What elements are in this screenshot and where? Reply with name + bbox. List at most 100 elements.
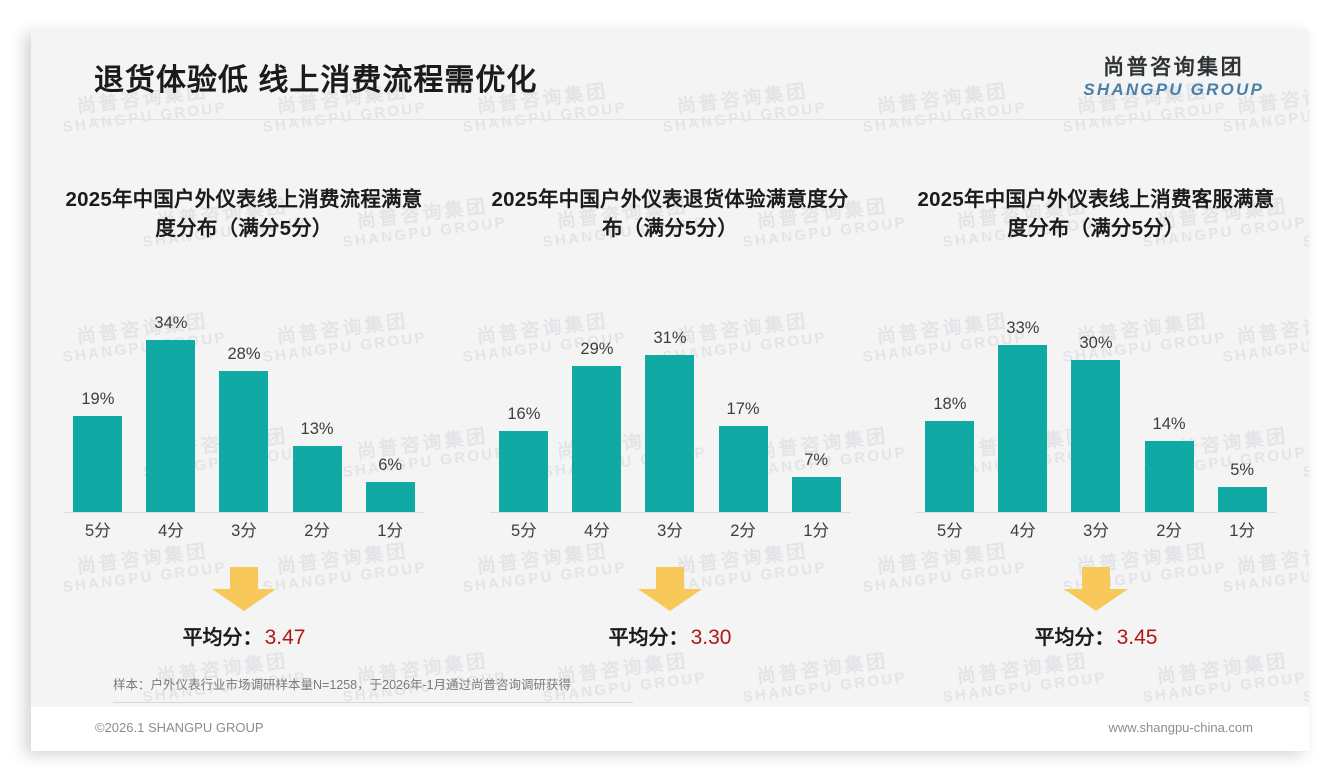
bar-value-label: 31% — [653, 329, 687, 348]
x-axis-line — [489, 512, 851, 514]
bar-slot: 28% — [210, 280, 279, 513]
bar[interactable] — [292, 446, 342, 513]
average-score-text: 平均分：3.30 — [609, 621, 732, 650]
bar[interactable] — [1217, 487, 1267, 513]
bar-value-label: 17% — [726, 400, 760, 419]
bar-chart-plot: 18% 33% 30% 14% 5% 5分 4分 3分 2分 1分 — [891, 281, 1301, 543]
bar-slot: 14% — [1135, 280, 1204, 513]
bar[interactable] — [1071, 360, 1121, 513]
bar[interactable] — [718, 426, 768, 513]
x-axis-tick-label: 1分 — [377, 522, 403, 541]
bar-group: 19% 34% 28% 13% 6% — [64, 280, 425, 513]
average-score-label: 平均分： — [608, 627, 689, 650]
slide-card: 尚普咨询集团 SHANGPU GROUP 尚普咨询集团 SHANGPU GROUP 尚普… — [31, 29, 1309, 751]
bar[interactable] — [219, 371, 269, 513]
bar-value-label: 6% — [378, 456, 403, 475]
bar-slot: 16% — [490, 280, 559, 513]
bar-slot: 34% — [137, 280, 206, 513]
chart-title: 2025年中国户外仪表退货体验满意度分布（满分5分） — [491, 188, 849, 241]
x-axis-tick-label: 5分 — [937, 522, 963, 541]
slide-footer: ©2026.1 SHANGPU GROUP www.shangpu-china.… — [31, 707, 1309, 751]
bar-value-label: 30% — [1079, 334, 1113, 353]
average-score-value: 3.45 — [1116, 626, 1158, 650]
down-arrow-icon — [210, 567, 278, 612]
bar[interactable] — [146, 340, 196, 513]
average-score-label: 平均分： — [182, 627, 263, 650]
average-score-label: 平均分： — [1034, 627, 1115, 650]
bar-value-label: 13% — [300, 420, 334, 439]
x-axis-line — [915, 512, 1277, 514]
x-axis-tick-label: 4分 — [158, 522, 184, 541]
bar-slot: 18% — [916, 280, 985, 513]
x-axis-tick-label: 3分 — [1083, 522, 1109, 541]
x-axis-tick-label: 2分 — [730, 522, 756, 541]
bar-slot: 33% — [989, 280, 1058, 513]
bar-value-label: 16% — [507, 405, 541, 424]
down-arrow-icon — [636, 567, 704, 612]
charts-row: 2025年中国户外仪表线上消费流程满意度分布（满分5分） 19% 34% 28% 13%… — [31, 149, 1309, 669]
footer-copyright: ©2026.1 SHANGPU GROUP — [95, 720, 264, 735]
x-axis-tick-label: 2分 — [304, 522, 330, 541]
bar-value-label: 33% — [1006, 319, 1040, 338]
x-axis-tick-label: 3分 — [231, 522, 257, 541]
x-axis-tick-label: 4分 — [584, 522, 610, 541]
x-axis-tick-label: 1分 — [803, 522, 829, 541]
bar-group: 18% 33% 30% 14% 5% — [916, 280, 1277, 513]
bar[interactable] — [925, 421, 975, 513]
footer-website[interactable]: www.shangpu-china.com — [1108, 720, 1253, 735]
bar-slot: 5% — [1208, 280, 1277, 513]
bar-value-label: 5% — [1230, 461, 1255, 480]
bar[interactable] — [499, 431, 549, 513]
logo-english-text: SHANGPU GROUP — [1083, 80, 1264, 100]
page-title: 退货体验低 线上消费流程需优化 — [94, 64, 538, 97]
bar-chart-plot: 19% 34% 28% 13% 6% 5分 4分 3分 2分 1分 — [39, 281, 449, 543]
slide-header: 退货体验低 线上消费流程需优化 尚普咨询集团 SHANGPU GROUP — [31, 29, 1309, 119]
bar[interactable] — [791, 477, 841, 513]
bar-slot: 19% — [64, 280, 133, 513]
x-axis-labels: 5分 4分 3分 2分 1分 — [64, 515, 425, 543]
bar[interactable] — [365, 482, 415, 513]
bar-value-label: 34% — [154, 314, 188, 333]
bar[interactable] — [73, 416, 123, 513]
average-score-block: 平均分：3.30 — [465, 565, 875, 675]
sample-footnote: 样本：户外仪表行业市场调研样本量N=1258，于2026年-1月通过尚普咨询调研… — [113, 674, 633, 703]
bar[interactable] — [572, 366, 622, 513]
bar-slot: 13% — [283, 280, 352, 513]
bar-value-label: 19% — [81, 390, 115, 409]
x-axis-labels: 5分 4分 3分 2分 1分 — [916, 515, 1277, 543]
chart-title: 2025年中国户外仪表线上消费流程满意度分布（满分5分） — [65, 188, 423, 241]
logo-chinese-text: 尚普咨询集团 — [1103, 56, 1245, 79]
x-axis-tick-label: 5分 — [511, 522, 537, 541]
average-score-text: 平均分：3.45 — [1035, 621, 1158, 650]
chart-panel-2: 2025年中国户外仪表退货体验满意度分布（满分5分） 16% 29% 31% 17% 7%… — [457, 149, 883, 669]
bar-slot: 6% — [356, 280, 425, 513]
bar-value-label: 28% — [227, 345, 261, 364]
bar[interactable] — [1144, 441, 1194, 513]
down-arrow-icon — [1062, 567, 1130, 612]
average-score-text: 平均分：3.47 — [183, 621, 306, 650]
bar-chart-plot: 16% 29% 31% 17% 7% 5分 4分 3分 2分 1分 — [465, 281, 875, 543]
bar-value-label: 29% — [580, 340, 614, 359]
bar-slot: 30% — [1062, 280, 1131, 513]
chart-title: 2025年中国户外仪表线上消费客服满意度分布（满分5分） — [917, 188, 1275, 241]
x-axis-tick-label: 1分 — [1229, 522, 1255, 541]
bar[interactable] — [998, 345, 1048, 513]
x-axis-tick-label: 3分 — [657, 522, 683, 541]
x-axis-line — [63, 512, 425, 514]
x-axis-tick-label: 5分 — [85, 522, 111, 541]
footnote-container: 样本：户外仪表行业市场调研样本量N=1258，于2026年-1月通过尚普咨询调研… — [31, 674, 1309, 703]
average-score-block: 平均分：3.45 — [891, 565, 1301, 675]
bar-value-label: 14% — [1152, 415, 1186, 434]
bar-group: 16% 29% 31% 17% 7% — [490, 280, 851, 513]
chart-panel-3: 2025年中国户外仪表线上消费客服满意度分布（满分5分） 18% 33% 30% 14%… — [883, 149, 1309, 669]
bar-slot: 17% — [709, 280, 778, 513]
bar-slot: 31% — [636, 280, 705, 513]
x-axis-labels: 5分 4分 3分 2分 1分 — [490, 515, 851, 543]
bar[interactable] — [645, 355, 695, 513]
x-axis-tick-label: 4分 — [1010, 522, 1036, 541]
average-score-block: 平均分：3.47 — [39, 565, 449, 675]
x-axis-tick-label: 2分 — [1156, 522, 1182, 541]
average-score-value: 3.47 — [264, 626, 306, 650]
chart-panel-1: 2025年中国户外仪表线上消费流程满意度分布（满分5分） 19% 34% 28% 13%… — [31, 149, 457, 669]
